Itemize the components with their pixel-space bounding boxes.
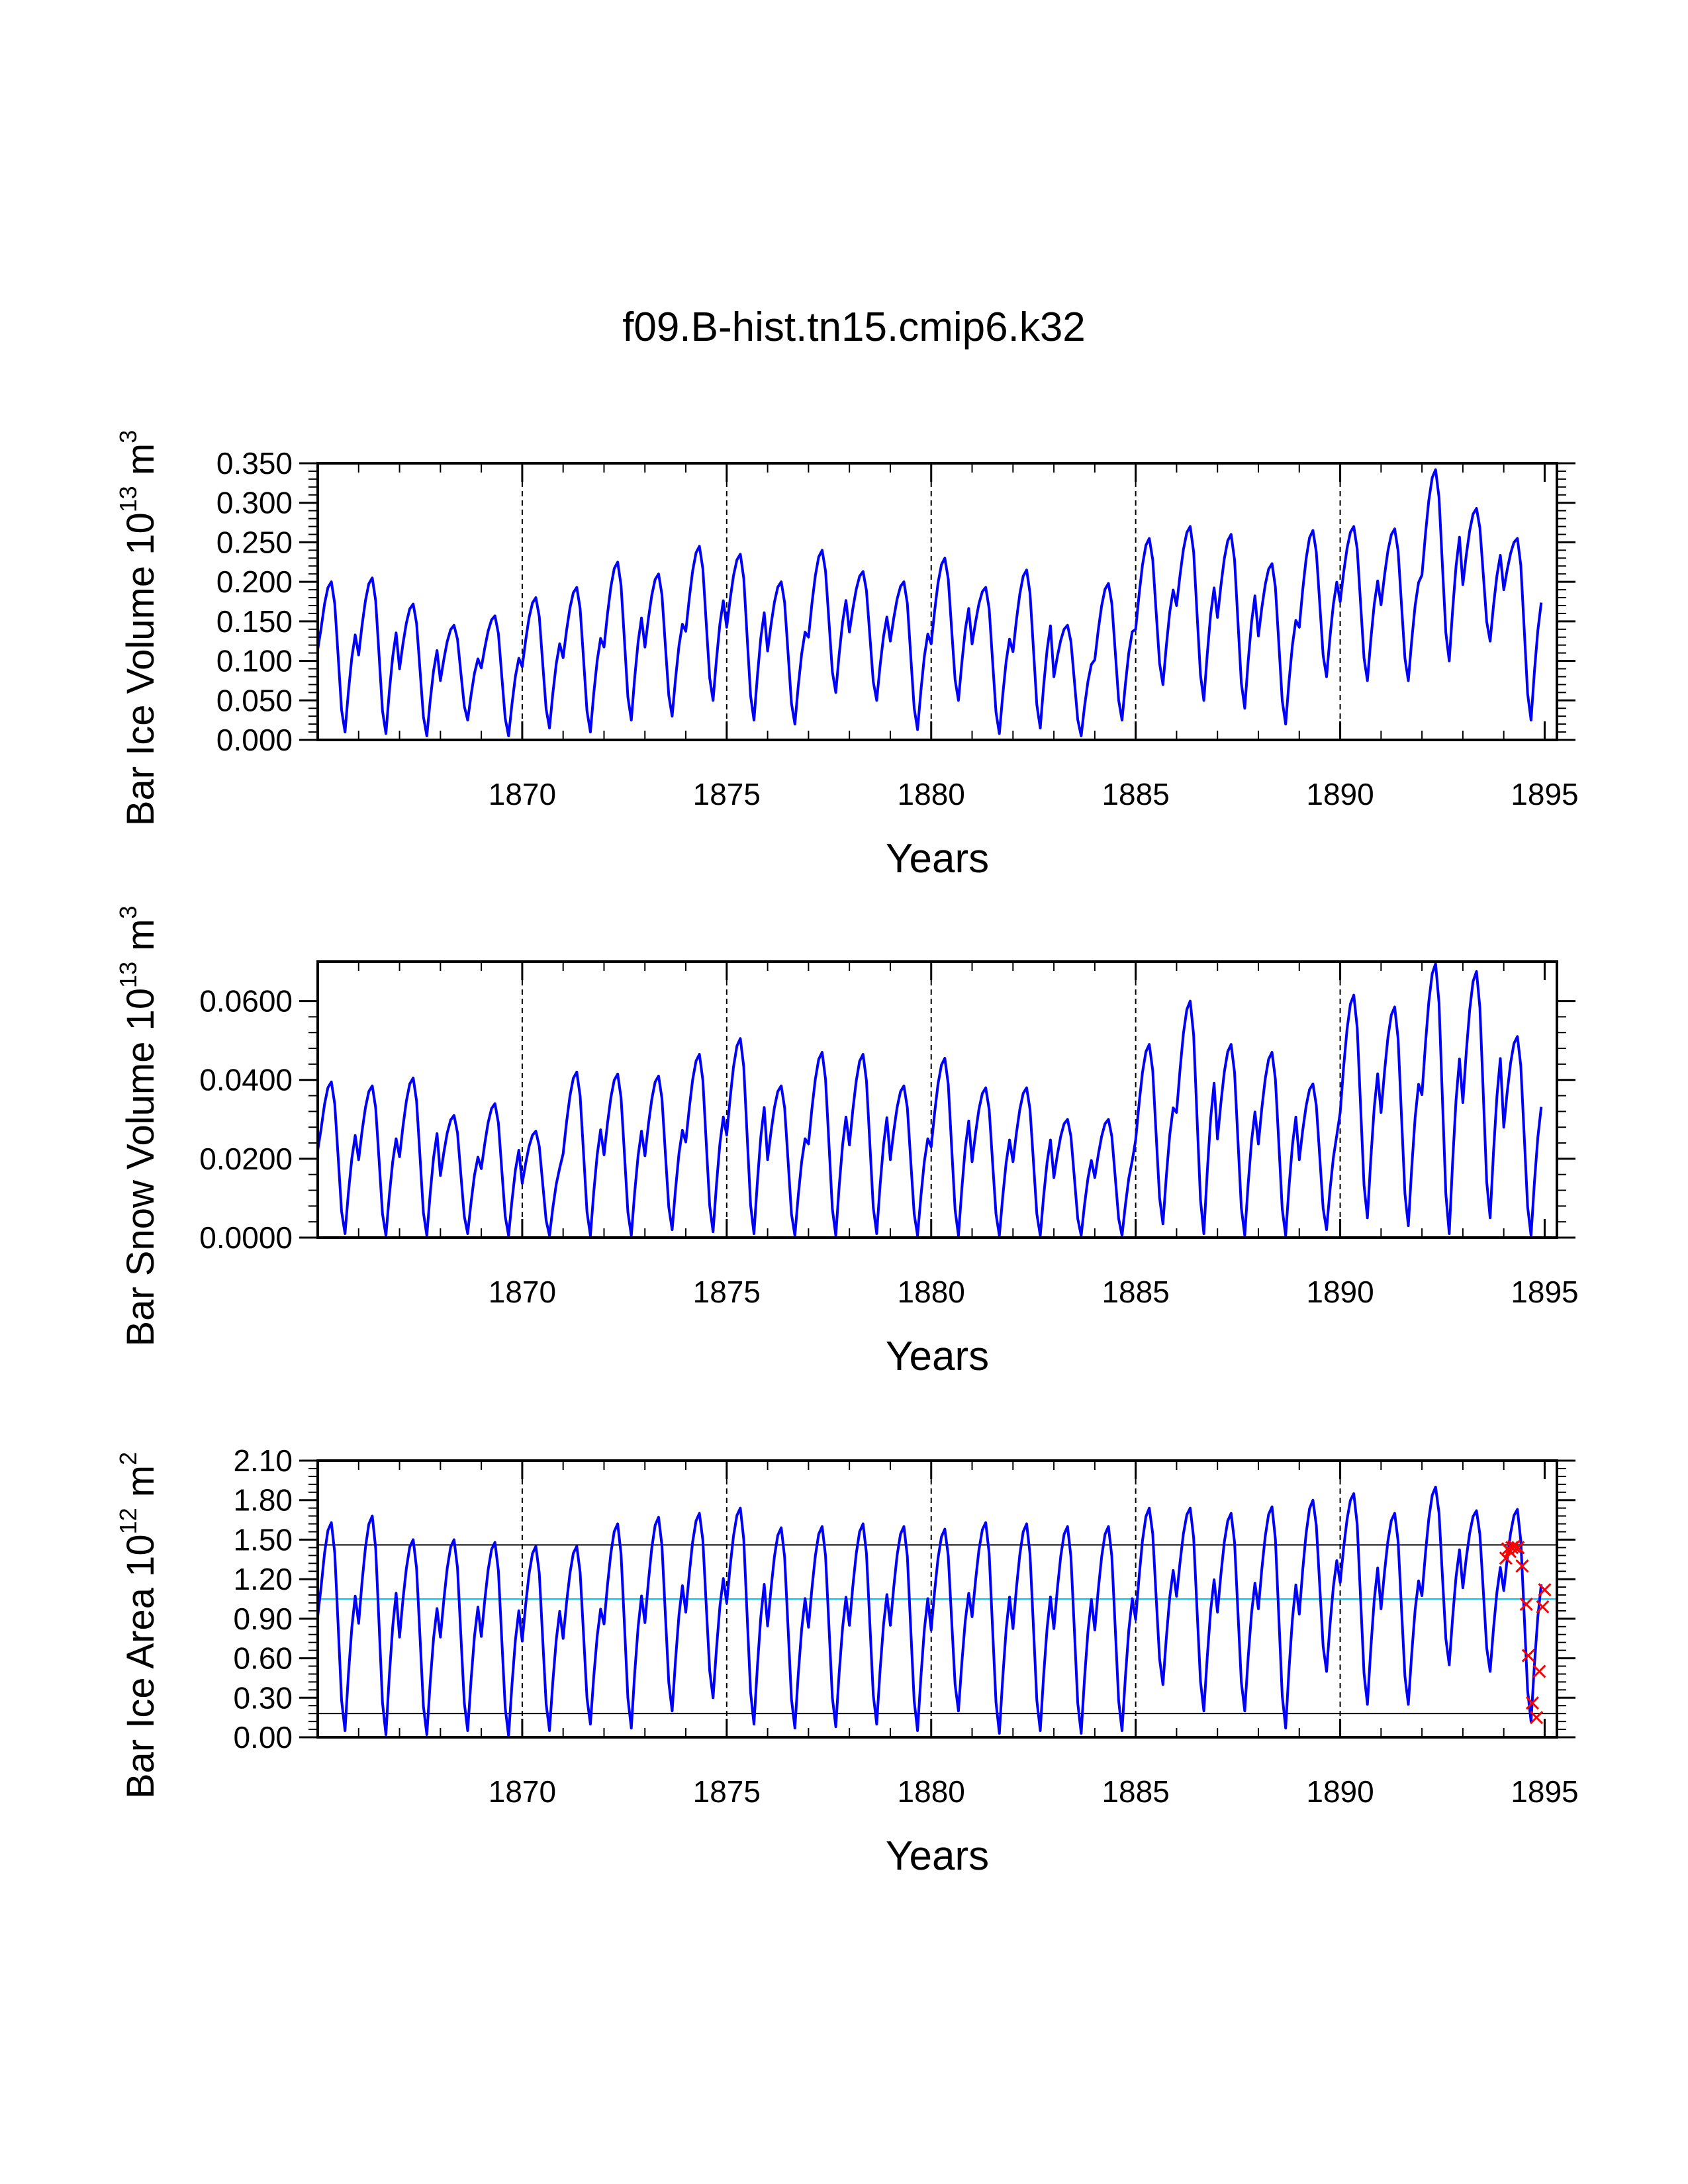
data-marker-10 bbox=[1530, 1711, 1544, 1725]
x-tick-label-1885: 1885 bbox=[1102, 1774, 1169, 1809]
y-tick-label-4: 1.20 bbox=[233, 1562, 293, 1596]
y-tick-label-5: 1.50 bbox=[233, 1522, 293, 1557]
x-tick-label-1875: 1875 bbox=[693, 777, 761, 811]
y-tick-label-5: 0.250 bbox=[216, 525, 293, 559]
x-tick-label-1880: 1880 bbox=[898, 1774, 965, 1809]
x-tick-label-1880: 1880 bbox=[898, 777, 965, 811]
x-axis-label: Years bbox=[886, 1334, 989, 1379]
chart-panel-ice-volume: 1870 1875 1880 1885 1890 1895 0.000 0.050 0.100 0… bbox=[115, 430, 1579, 882]
y-tick-label-1: 0.0200 bbox=[199, 1142, 293, 1176]
x-tick-label-1890: 1890 bbox=[1306, 777, 1374, 811]
y-tick-label-3: 0.0600 bbox=[199, 984, 293, 1019]
y-axis-label-unit-exponent: 3 bbox=[115, 905, 142, 919]
plot-frame bbox=[316, 960, 1558, 1239]
series-line bbox=[316, 468, 1543, 737]
y-axis-label-unit-exponent: 3 bbox=[115, 430, 142, 443]
data-marker-6 bbox=[1515, 1559, 1529, 1573]
x-tick-label-1870: 1870 bbox=[489, 1774, 556, 1809]
x-tick-label-1885: 1885 bbox=[1102, 777, 1169, 811]
data-marker-11 bbox=[1532, 1664, 1546, 1678]
data-marker-5 bbox=[1511, 1541, 1525, 1555]
panels-container: 1870 1875 1880 1885 1890 1895 0.000 0.050 0.100 0… bbox=[115, 430, 1579, 1879]
y-tick-label-6: 0.300 bbox=[216, 486, 293, 520]
y-tick-label-3: 0.90 bbox=[233, 1602, 293, 1636]
data-marker-8 bbox=[1521, 1649, 1535, 1662]
chart-panel-ice-area: 1870 1875 1880 1885 1890 1895 0.00 0.30 0.60 0.90… bbox=[115, 1443, 1579, 1879]
y-axis-label-unit-exponent: 2 bbox=[115, 1452, 142, 1465]
y-tick-label-0: 0.0000 bbox=[199, 1220, 293, 1255]
x-tick-label-1885: 1885 bbox=[1102, 1275, 1169, 1309]
x-tick-label-1890: 1890 bbox=[1306, 1275, 1374, 1309]
y-axis-label-text: Bar Snow Volume 10 bbox=[119, 988, 162, 1347]
y-axis-label: Bar Ice Volume 1013 m3 bbox=[115, 430, 162, 826]
y-axis-label-unit: m bbox=[119, 919, 162, 961]
y-tick-label-6: 1.80 bbox=[233, 1483, 293, 1518]
y-tick-label-7: 0.350 bbox=[216, 446, 293, 480]
y-axis-label-exponent: 13 bbox=[115, 486, 142, 512]
y-tick-label-1: 0.30 bbox=[233, 1680, 293, 1715]
y-tick-label-4: 0.200 bbox=[216, 565, 293, 599]
x-tick-label-1895: 1895 bbox=[1511, 1774, 1578, 1809]
y-axis-label-unit: m bbox=[119, 443, 162, 486]
x-tick-label-1875: 1875 bbox=[693, 1774, 761, 1809]
y-tick-label-3: 0.150 bbox=[216, 604, 293, 639]
y-axis-label-text: Bar Ice Area 10 bbox=[119, 1534, 162, 1799]
x-axis-label: Years bbox=[886, 1833, 989, 1879]
y-tick-label-7: 2.10 bbox=[233, 1443, 293, 1478]
y-tick-label-2: 0.100 bbox=[216, 644, 293, 678]
x-tick-label-1870: 1870 bbox=[489, 1275, 556, 1309]
y-axis-label-unit: m bbox=[119, 1465, 162, 1508]
y-axis-label-text: Bar Ice Volume 10 bbox=[119, 512, 162, 826]
data-marker-12 bbox=[1536, 1600, 1550, 1614]
x-tick-label-1890: 1890 bbox=[1306, 1774, 1374, 1809]
marker-group bbox=[1499, 1539, 1552, 1725]
chart-panel-snow-volume: 1870 1875 1880 1885 1890 1895 0.0000 0.0200 0.04… bbox=[115, 905, 1579, 1379]
x-tick-label-1870: 1870 bbox=[489, 777, 556, 811]
y-tick-label-2: 0.60 bbox=[233, 1641, 293, 1676]
x-tick-label-1875: 1875 bbox=[693, 1275, 761, 1309]
plot-frame bbox=[316, 1459, 1558, 1739]
y-tick-label-0: 0.00 bbox=[233, 1720, 293, 1754]
x-tick-label-1895: 1895 bbox=[1511, 777, 1578, 811]
y-axis-label: Bar Snow Volume 1013 m3 bbox=[115, 905, 162, 1346]
series-line bbox=[316, 1485, 1543, 1737]
y-axis-label: Bar Ice Area 1012 m2 bbox=[115, 1452, 162, 1799]
series-line bbox=[316, 962, 1543, 1237]
y-axis-label-exponent: 12 bbox=[115, 1508, 142, 1534]
y-tick-label-1: 0.050 bbox=[216, 683, 293, 717]
x-tick-label-1880: 1880 bbox=[898, 1275, 965, 1309]
data-marker-13 bbox=[1538, 1583, 1552, 1597]
data-marker-4 bbox=[1507, 1539, 1521, 1553]
x-tick-label-1895: 1895 bbox=[1511, 1275, 1578, 1309]
y-tick-label-2: 0.0400 bbox=[199, 1063, 293, 1097]
plot-frame bbox=[316, 462, 1558, 741]
figure-title: f09.B-hist.tn15.cmip6.k32 bbox=[622, 304, 1086, 350]
y-tick-label-0: 0.000 bbox=[216, 723, 293, 757]
x-axis-label: Years bbox=[886, 836, 989, 882]
data-marker-7 bbox=[1519, 1597, 1533, 1612]
y-axis-label-exponent: 13 bbox=[115, 962, 142, 988]
data-marker-9 bbox=[1525, 1696, 1539, 1710]
